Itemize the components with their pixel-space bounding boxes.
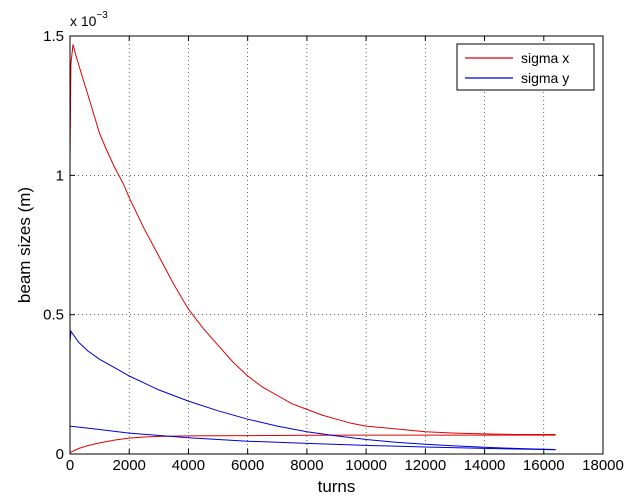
x-tick-label: 2000	[113, 457, 146, 474]
x-tick-label: 0	[66, 457, 74, 474]
legend-box	[456, 43, 595, 91]
series-line-sigma-x	[69, 44, 556, 435]
grid	[70, 36, 603, 454]
series-line-sigma-y	[69, 425, 556, 451]
x-tick-label: 14000	[464, 457, 506, 474]
y-axis-ticks: 0 0.5 1 1.5	[43, 28, 603, 463]
x-tick-label: 10000	[345, 457, 387, 474]
x-tick-label: 12000	[404, 457, 446, 474]
plot-frame	[69, 35, 604, 455]
y-axis-exponent: x 10−3	[70, 10, 108, 29]
legend-label-sigma-x: sigma x	[521, 50, 569, 66]
legend: sigma x sigma y	[456, 43, 595, 91]
y-tick-label: 1	[56, 167, 64, 184]
x-tick-label: 4000	[172, 457, 205, 474]
x-axis-label: turns	[318, 477, 356, 496]
x-tick-label: 8000	[290, 457, 323, 474]
series-lines	[69, 44, 556, 454]
x-tick-label: 6000	[231, 457, 264, 474]
series-line-sigma-y	[69, 330, 556, 450]
y-axis-label: beam sizes (m)	[15, 187, 34, 303]
y-tick-label: 0	[56, 446, 64, 463]
x-tick-label: 18000	[582, 457, 624, 474]
y-tick-label: 0.5	[43, 307, 64, 324]
legend-label-sigma-y: sigma y	[521, 70, 569, 86]
plot-area	[70, 36, 603, 454]
y-tick-label: 1.5	[43, 28, 64, 45]
x-axis-ticks: 0 2000 4000 6000 8000 10000 12000 14000 16000 180…	[66, 36, 624, 474]
series-line-sigma-x	[69, 434, 556, 454]
x-tick-label: 16000	[523, 457, 565, 474]
